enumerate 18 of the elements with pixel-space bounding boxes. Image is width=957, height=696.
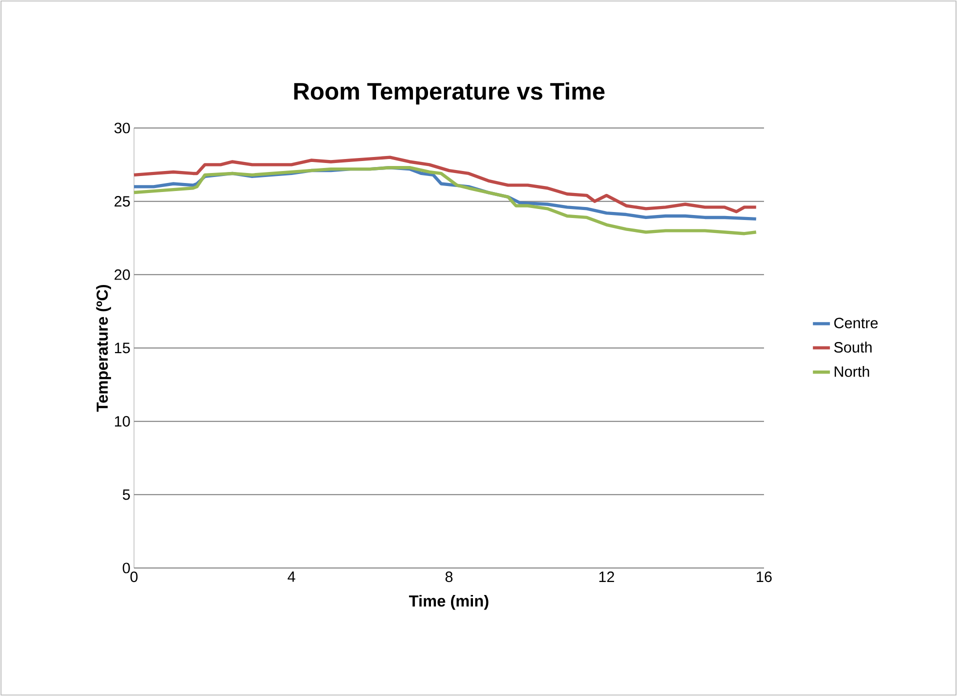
y-tick-label: 25 <box>114 196 130 207</box>
x-axis-title: Time (min) <box>409 594 488 610</box>
x-tick-label: 12 <box>599 572 614 582</box>
legend-label: South <box>834 342 872 353</box>
legend-label: Centre <box>834 318 878 328</box>
x-tick-label: 0 <box>130 572 138 582</box>
chart-title: Room Temperature vs Time <box>294 82 605 105</box>
y-tick-label: 10 <box>115 416 130 427</box>
x-tick-label: 4 <box>288 572 296 582</box>
y-tick-label: 5 <box>122 489 130 500</box>
y-tick-label: 0 <box>122 562 130 574</box>
y-axis-title: Temperature (ºC) <box>96 284 112 412</box>
legend-label: North <box>834 366 870 377</box>
y-tick-label: 30 <box>114 122 130 134</box>
y-tick-label: 20 <box>114 269 130 280</box>
y-tick-label: 15 <box>115 342 130 354</box>
x-tick-label: 16 <box>756 572 772 582</box>
x-tick-label: 8 <box>446 572 453 582</box>
